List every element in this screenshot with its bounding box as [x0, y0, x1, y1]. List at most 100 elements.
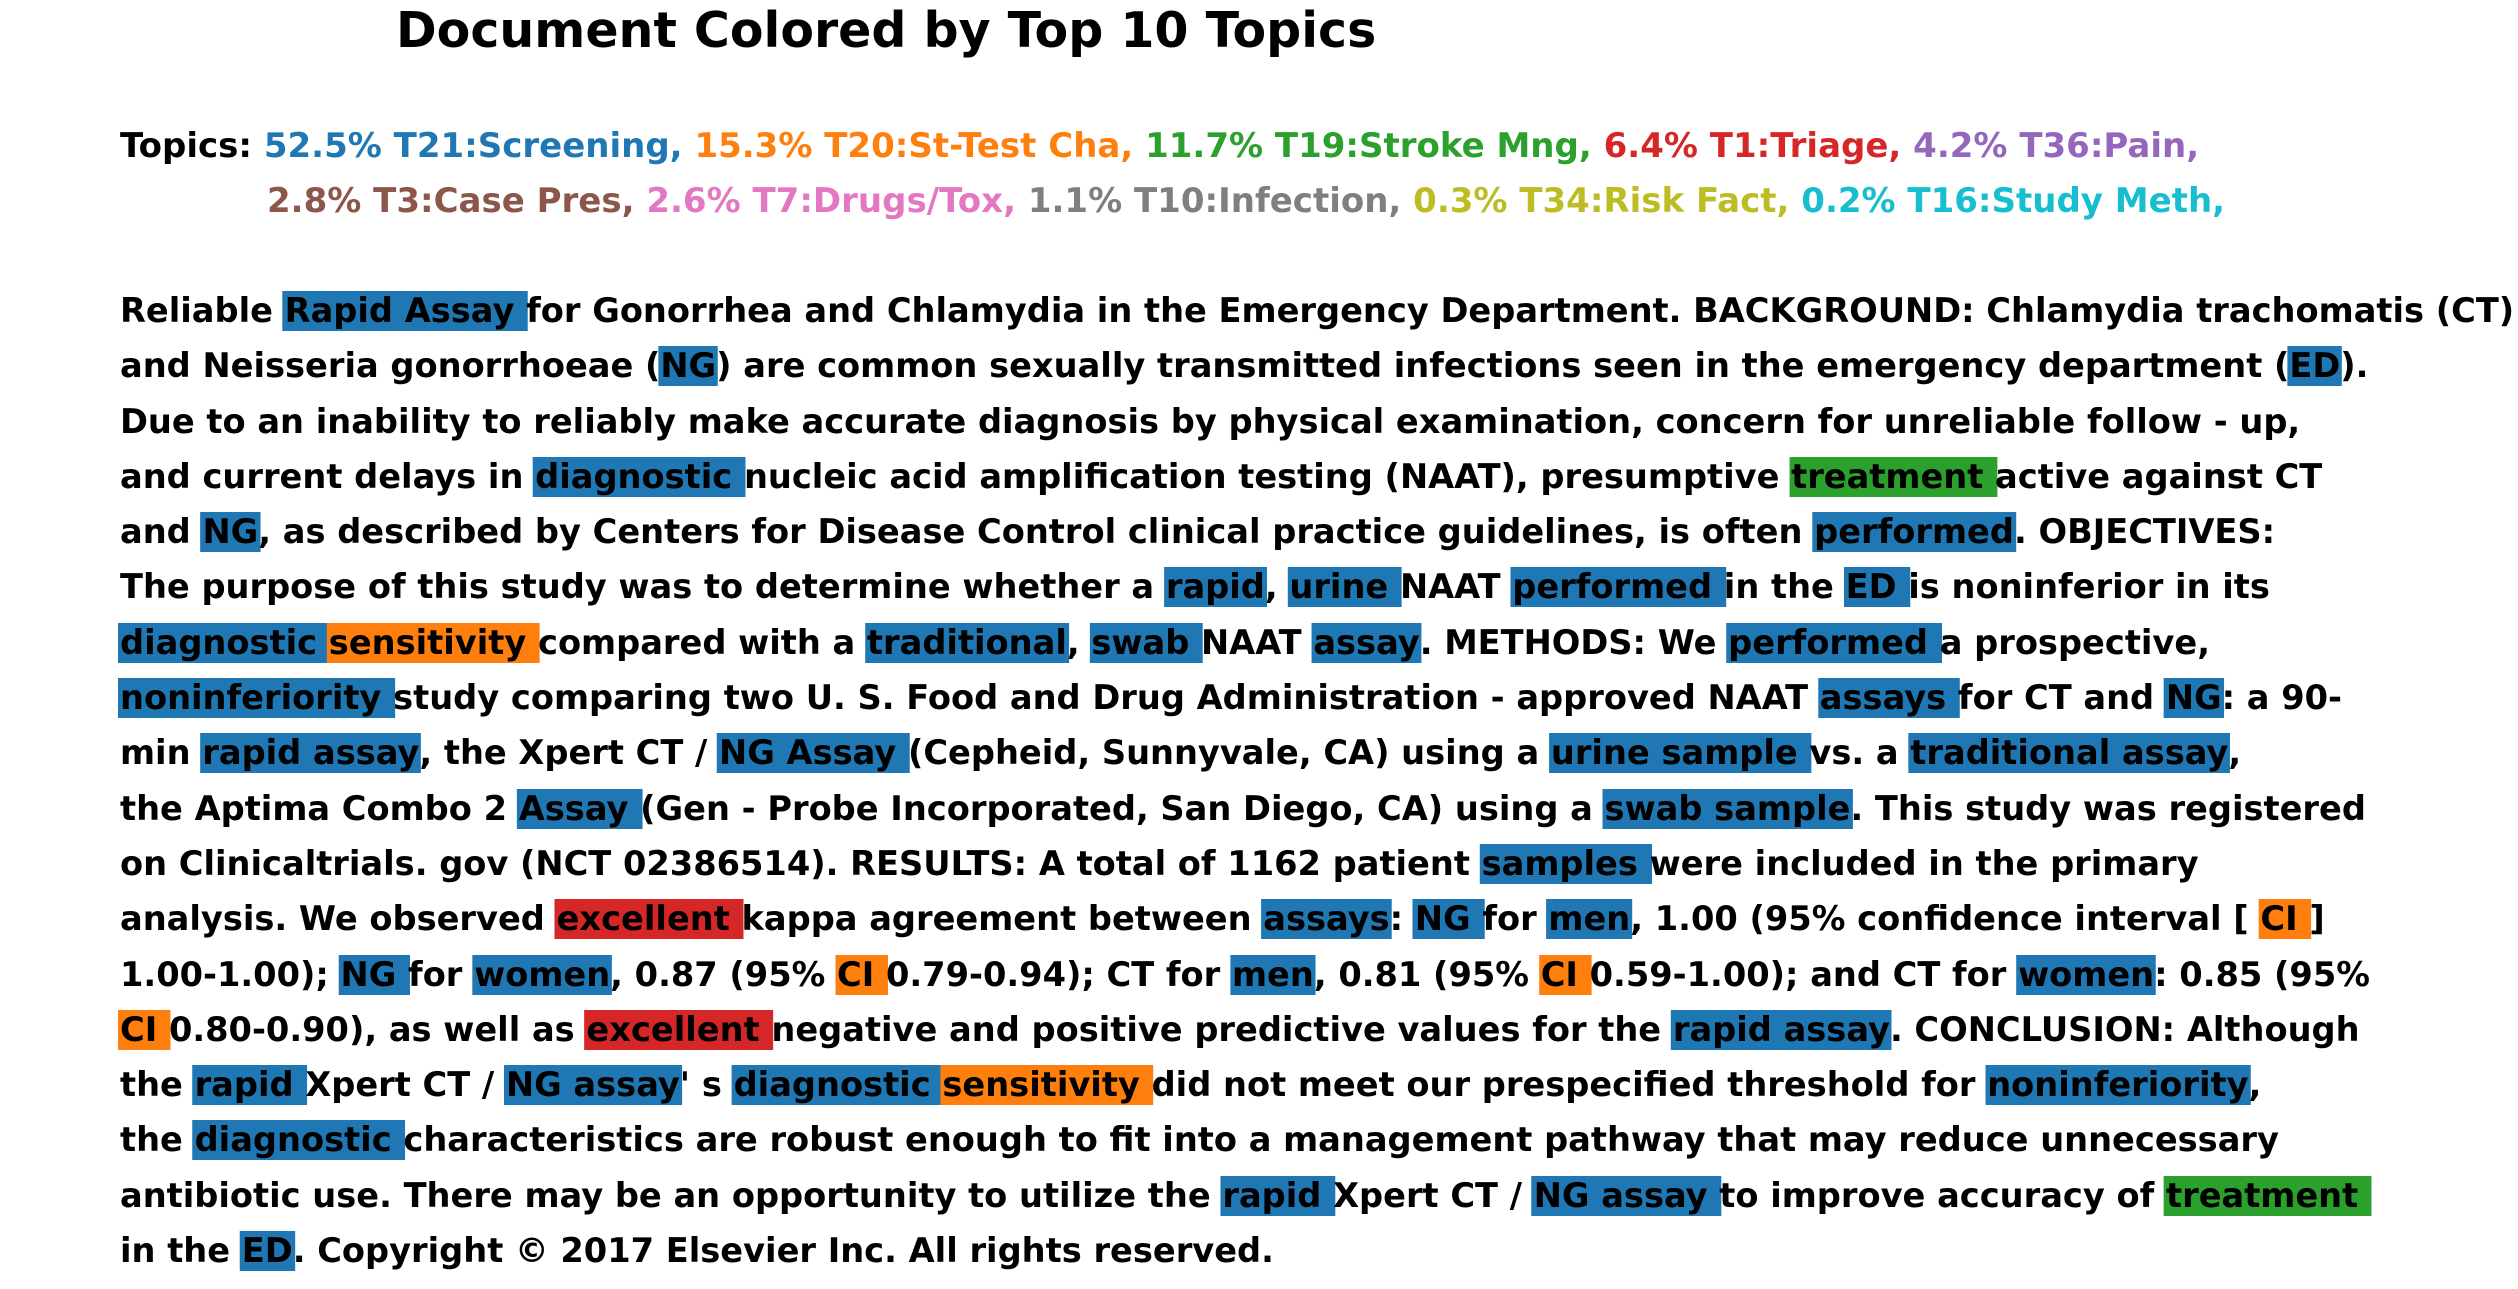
text-segment: . CONCLUSION: Although [1889, 1009, 2360, 1050]
highlighted-term: rapid [1220, 1175, 1336, 1216]
topic-legend-item: 52.5% T21:Screening, [263, 126, 683, 166]
text-segment: for Gonorrhea and Chlamydia in the Emerg… [526, 291, 2515, 331]
topics-legend-line-1: Topics: 52.5% T21:Screening, 15.3% T20:S… [120, 118, 2199, 174]
highlighted-term: samples [1479, 843, 1652, 884]
highlighted-term: Rapid Assay [282, 291, 529, 331]
text-segment: characteristics are robust enough to fit… [403, 1120, 2279, 1161]
topic-legend-item: 15.3% T20:St-Test Cha, [682, 126, 1134, 166]
text-segment: . OBJECTIVES: [2013, 512, 2276, 553]
highlighted-term: NG Assay [717, 733, 910, 774]
highlighted-term: men [1230, 954, 1316, 995]
highlighted-term: performed [1510, 567, 1726, 608]
text-segment: and [120, 512, 203, 553]
text-segment: antibiotic use. There may be an opportun… [120, 1175, 1223, 1216]
text-segment: , as described by Centers for Disease Co… [258, 512, 1815, 553]
document-line: diagnostic sensitivity compared with a t… [118, 616, 2495, 671]
document-line: 1.00-1.00); NG for women, 0.87 (95% CI 0… [120, 948, 2495, 1003]
text-segment: . This study was registered [1850, 788, 2366, 829]
text-segment: Xpert CT / [305, 1065, 506, 1106]
text-segment: : a 90- [2221, 678, 2342, 719]
highlighted-term: ED [1843, 567, 1911, 608]
text-segment: NAAT [1399, 567, 1513, 608]
highlighted-term: urine [1287, 567, 1402, 608]
highlighted-term: swab [1089, 622, 1203, 663]
topic-legend-item: 0.3% T34:Risk Fact, [1401, 181, 1790, 221]
text-segment: the Aptima Combo 2 [120, 788, 519, 829]
text-segment: , [1264, 567, 1290, 608]
highlighted-term: ED [2287, 346, 2343, 387]
highlighted-term: NG [338, 954, 411, 995]
highlighted-term: rapid assay [1670, 1009, 1892, 1050]
document-line: The purpose of this study was to determi… [120, 560, 2495, 615]
highlighted-term: traditional [864, 622, 1069, 663]
text-segment: and current delays in [120, 456, 536, 497]
text-segment: vs. a [1809, 733, 1911, 774]
highlighted-term: CI [118, 1009, 171, 1050]
highlighted-term: noninferiority [1985, 1065, 2251, 1106]
topic-legend-item: 0.2% T16:Study Meth, [1789, 181, 2226, 221]
text-segment: ' s [679, 1065, 734, 1106]
text-segment: , 0.87 (95% [610, 954, 838, 995]
document-line: the Aptima Combo 2 Assay (Gen - Probe In… [120, 782, 2495, 837]
text-segment: for [408, 954, 475, 995]
document-line: CI 0.80-0.90), as well as excellent nega… [118, 1003, 2495, 1058]
text-segment: active against CT [1995, 456, 2323, 497]
highlighted-term: CI [1538, 954, 1592, 995]
text-segment: 0.80-0.90), as well as [168, 1009, 587, 1050]
text-segment: for CT and [1957, 678, 2166, 719]
document-line: and NG, as described by Centers for Dise… [120, 505, 2495, 560]
highlighted-term: excellent [584, 1009, 774, 1050]
text-segment: Xpert CT / [1333, 1175, 1534, 1216]
highlighted-term: NG assay [1531, 1175, 1722, 1216]
text-segment: did not meet our prespecified threshold … [1151, 1065, 1988, 1106]
text-segment: , [1066, 622, 1092, 663]
text-segment: : [1389, 899, 1415, 940]
text-segment: Due to an inability to reliably make acc… [120, 401, 2301, 442]
highlighted-term: NG [2163, 678, 2224, 719]
highlighted-term: CI [2258, 899, 2312, 940]
document-line: the rapid Xpert CT / NG assay' s diagnos… [120, 1058, 2495, 1113]
text-segment: (Gen - Probe Incorporated, San Diego, CA… [640, 788, 1605, 829]
topic-legend-item: 2.6% T7:Drugs/Tox, [634, 181, 1017, 221]
document-line: the diagnostic characteristics are robus… [120, 1113, 2495, 1168]
text-segment: 0.59-1.00); and CT for [1589, 954, 2019, 995]
text-segment: the [120, 1120, 195, 1161]
document-body: Reliable Rapid Assay for Gonorrhea and C… [118, 284, 2514, 1279]
text-segment: 0.79-0.94); CT for [885, 954, 1232, 995]
text-segment: , the Xpert CT / [419, 733, 720, 774]
highlighted-term: assay [1311, 622, 1422, 663]
highlighted-term: NG assay [503, 1065, 682, 1106]
highlighted-term: Assay [516, 788, 643, 829]
document-line: and Neisseria gonorrhoeae (NG) are commo… [120, 339, 2495, 394]
text-segment: compared with a [537, 622, 867, 663]
document-line: noninferiority study comparing two U. S.… [118, 671, 2495, 726]
topic-legend-item: 6.4% T1:Triage, [1591, 126, 1902, 166]
highlighted-term: diagnostic [533, 456, 746, 497]
text-segment: analysis. We observed [120, 899, 557, 940]
text-segment: , [2228, 733, 2242, 774]
text-segment: 1.00-1.00); [120, 954, 341, 995]
text-segment: on Clinicaltrials. gov (NCT 02386514). R… [120, 843, 1482, 884]
document-line: antibiotic use. There may be an opportun… [120, 1169, 2495, 1224]
text-segment: a prospective, [1939, 622, 2210, 663]
text-segment: ) are common sexually transmitted infect… [716, 346, 2290, 387]
highlighted-term: NG [658, 346, 719, 387]
text-segment: , [2248, 1065, 2262, 1106]
text-segment: : 0.85 (95% [2154, 954, 2370, 995]
text-segment: nucleic acid amplification testing (NAAT… [743, 456, 1792, 497]
highlighted-term: treatment [1789, 456, 1998, 497]
highlighted-term: NG [1412, 899, 1485, 940]
highlighted-term: treatment [2164, 1175, 2372, 1216]
topic-legend-item: 4.2% T36:Pain, [1901, 126, 2200, 166]
text-segment: min [120, 733, 203, 774]
text-segment: negative and positive predictive values … [771, 1009, 1673, 1050]
highlighted-term: performed [1726, 622, 1942, 663]
document-line: Due to an inability to reliably make acc… [120, 395, 2495, 450]
text-segment: ). [2340, 346, 2369, 387]
highlighted-term: diagnostic [118, 622, 331, 663]
highlighted-term: urine sample [1548, 733, 1812, 774]
text-segment: The purpose of this study was to determi… [120, 567, 1166, 608]
text-segment: the [120, 1065, 195, 1106]
topics-legend-line-2: 2.8% T3:Case Pres, 2.6% T7:Drugs/Tox, 1.… [267, 173, 2225, 229]
text-segment: is noninferior in its [1908, 567, 2270, 608]
